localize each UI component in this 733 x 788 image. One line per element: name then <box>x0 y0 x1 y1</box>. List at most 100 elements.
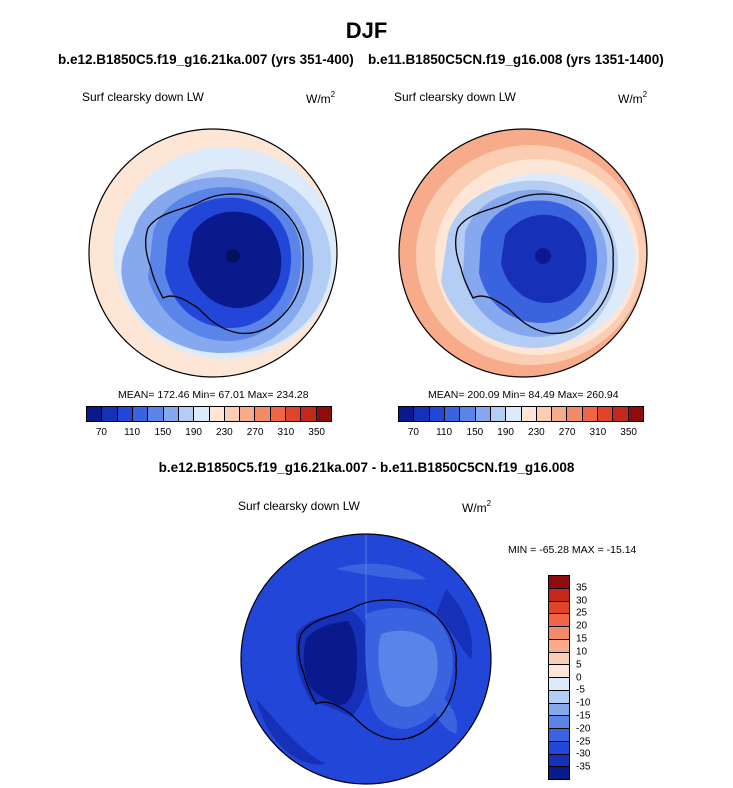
colorbar-box <box>549 652 569 666</box>
colorbar-tick-label: -15 <box>576 710 591 722</box>
colorbar-box <box>549 729 569 742</box>
colorbar-box <box>549 741 569 755</box>
colorbar-box <box>117 407 133 421</box>
colorbar-tick-label: 270 <box>558 427 576 438</box>
colorbar-box <box>549 639 569 653</box>
colorbar-box <box>549 614 569 627</box>
colorbar-tick-label: 10 <box>576 646 588 658</box>
colorbar-box <box>429 407 445 421</box>
panel1-field-label: Surf clearsky down LW <box>82 90 204 104</box>
panel2-stats: MEAN= 200.09 Min= 84.49 Max= 260.94 <box>428 389 619 401</box>
season-title: DJF <box>345 18 388 43</box>
colorbar-box <box>549 601 569 615</box>
colorbar-box <box>506 407 522 421</box>
colorbar-box <box>102 407 118 421</box>
panel2-polar-map <box>398 128 648 378</box>
colorbar-tick-label: 110 <box>124 427 141 438</box>
colorbar-tick-label: 30 <box>576 595 588 607</box>
colorbar-tick-label: 350 <box>308 427 325 438</box>
colorbar-tick-label: -35 <box>576 761 591 773</box>
colorbar-box <box>549 703 569 717</box>
colorbar-box <box>549 576 569 589</box>
colorbar-box <box>286 407 302 421</box>
colorbar-tick-label: -10 <box>576 697 591 709</box>
colorbar-box <box>194 407 210 421</box>
colorbar-box <box>316 407 331 421</box>
colorbar-box <box>549 678 569 691</box>
colorbar-box <box>549 665 569 678</box>
colorbar-tick-label: 20 <box>576 620 588 632</box>
panel3-stats: MIN = -65.28 MAX = -15.14 <box>508 544 637 556</box>
difference-title: b.e12.B1850C5.f19_g16.21ka.007 - b.e11.B… <box>158 460 575 475</box>
panel1-colorbar-labels: 70 110 150 190 230 270 310 350 <box>86 427 332 439</box>
colorbar-tick-label: 70 <box>407 427 419 438</box>
colorbar-box <box>598 407 614 421</box>
colorbar-box <box>567 407 583 421</box>
colorbar-box <box>270 407 287 421</box>
colorbar-box <box>549 716 569 729</box>
difference-colorbar-labels: 35 30 25 20 15 10 5 0 -5 -10 -15 -20 -25 -30 -35 <box>576 575 616 780</box>
colorbar-box <box>255 407 271 421</box>
colorbar-tick-label: 150 <box>154 427 172 438</box>
difference-polar-map <box>240 533 492 785</box>
colorbar-tick-label: 70 <box>95 427 107 438</box>
colorbar-box <box>552 407 568 421</box>
colorbar-box <box>414 407 430 421</box>
colorbar-tick-label: 270 <box>246 427 264 438</box>
colorbar-box <box>549 767 569 779</box>
colorbar-box <box>536 407 553 421</box>
colorbar-box <box>399 407 415 421</box>
panel1-polar-map <box>88 128 338 378</box>
colorbar-box <box>549 588 569 602</box>
colorbar-tick-label: -30 <box>576 748 591 760</box>
panel3-field-label: Surf clearsky down LW <box>238 499 360 513</box>
colorbar-box <box>521 407 537 421</box>
colorbar-box <box>209 407 225 421</box>
colorbar-box <box>490 407 507 421</box>
panel3-units: W/m2 <box>462 499 492 516</box>
colorbar-tick-label: -25 <box>576 736 591 748</box>
colorbar-box <box>549 690 569 704</box>
colorbar-tick-label: 310 <box>277 427 295 438</box>
colorbar-box <box>301 407 317 421</box>
colorbar-box <box>549 627 569 640</box>
colorbar-box <box>628 407 643 421</box>
colorbar-box <box>475 407 491 421</box>
colorbar-tick-label: 230 <box>528 427 545 438</box>
panel2-colorbar <box>398 406 644 422</box>
colorbar-box <box>613 407 629 421</box>
colorbar-box <box>132 407 149 421</box>
colorbar-box <box>582 407 599 421</box>
panel1-stats: MEAN= 172.46 Min= 67.01 Max= 234.28 <box>118 389 309 401</box>
case-b-title: b.e11.B1850C5CN.f19_g16.008 (yrs 1351-14… <box>368 52 664 67</box>
colorbar-tick-label: 5 <box>576 659 582 671</box>
colorbar-tick-label: 230 <box>216 427 233 438</box>
colorbar-tick-label: 110 <box>436 427 453 438</box>
colorbar-box <box>224 407 241 421</box>
colorbar-tick-label: -5 <box>576 684 585 696</box>
colorbar-tick-label: 190 <box>185 427 202 438</box>
colorbar-box <box>148 407 164 421</box>
colorbar-box <box>460 407 476 421</box>
colorbar-tick-label: 15 <box>576 633 588 645</box>
panel2-colorbar-labels: 70 110 150 190 230 270 310 350 <box>398 427 644 439</box>
colorbar-box <box>444 407 461 421</box>
panel1-colorbar <box>86 406 332 422</box>
panel1-units: W/m2 <box>306 90 336 107</box>
case-a-title: b.e12.B1850C5.f19_g16.21ka.007 (yrs 351-… <box>58 52 354 67</box>
colorbar-tick-label: 350 <box>620 427 637 438</box>
colorbar-tick-label: 35 <box>576 582 588 594</box>
colorbar-tick-label: 310 <box>589 427 607 438</box>
colorbar-box <box>87 407 103 421</box>
panel2-field-label: Surf clearsky down LW <box>394 90 516 104</box>
panel2-units: W/m2 <box>618 90 648 107</box>
colorbar-box <box>163 407 179 421</box>
colorbar-box <box>178 407 195 421</box>
colorbar-box <box>240 407 256 421</box>
colorbar-box <box>549 754 569 768</box>
colorbar-tick-label: -20 <box>576 723 591 735</box>
colorbar-tick-label: 150 <box>466 427 484 438</box>
colorbar-tick-label: 0 <box>576 672 582 683</box>
difference-colorbar <box>548 575 570 780</box>
colorbar-tick-label: 25 <box>576 607 588 619</box>
